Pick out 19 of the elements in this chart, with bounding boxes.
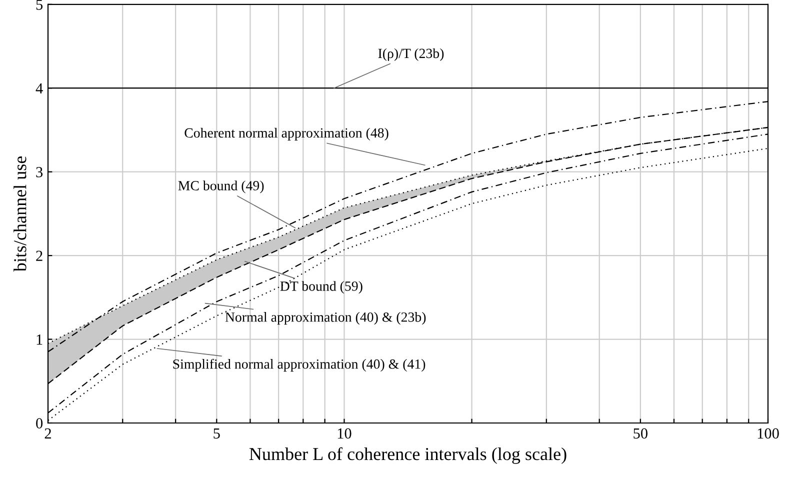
y-tick-label: 2 <box>36 250 42 261</box>
y-tick-label: 5 <box>36 0 43 10</box>
annotation: DT bound (59) <box>280 281 362 294</box>
annotation: Simplified normal approximation (40) & (41) <box>173 358 426 372</box>
annotation: Coherent normal approximation (48) <box>184 128 388 140</box>
y-tick-label: 3 <box>36 167 43 178</box>
annotation: Normal approximation (40) & (23b) <box>225 312 426 325</box>
x-tick-label: 2 <box>44 428 51 438</box>
ref-line-label: I(ρ)/T (23b) <box>378 48 444 61</box>
x-tick-label: 5 <box>214 428 220 439</box>
annotation: MC bound (49) <box>178 180 264 194</box>
x-tick-label: 50 <box>634 428 648 439</box>
x-axis-title: Number L of coherence intervals (log scale) <box>249 447 566 464</box>
y-axis-title: bits/channel use <box>14 156 26 272</box>
x-tick-label: 100 <box>758 428 779 439</box>
y-tick-label: 4 <box>36 83 43 94</box>
y-tick-label: 0 <box>36 418 43 428</box>
x-tick-label: 10 <box>338 428 352 439</box>
y-tick-label: 1 <box>36 334 42 345</box>
